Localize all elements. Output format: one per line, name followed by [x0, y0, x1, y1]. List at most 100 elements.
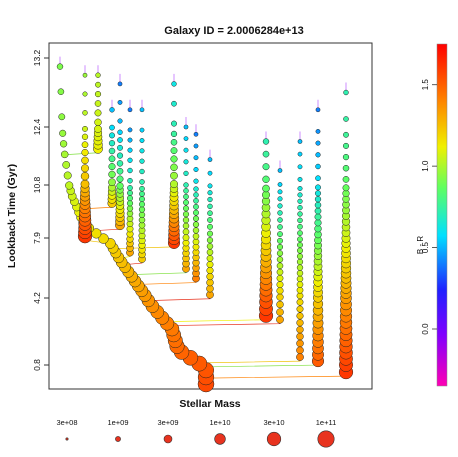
galaxy-point	[82, 125, 88, 132]
galaxy-point	[116, 167, 124, 175]
galaxy-point	[171, 120, 177, 127]
galaxy-point	[171, 100, 177, 107]
galaxy-point	[276, 262, 284, 270]
galaxy-point	[277, 231, 283, 238]
galaxy-point	[296, 326, 304, 334]
galaxy-point	[117, 118, 123, 124]
galaxy-point	[206, 272, 214, 281]
galaxy-point	[192, 221, 200, 228]
galaxy-point	[193, 197, 199, 204]
galaxy-point	[127, 185, 133, 191]
galaxy-point	[98, 233, 109, 244]
galaxy-point	[139, 168, 145, 175]
size-legend-label: 1e+11	[316, 418, 337, 427]
galaxy-point	[139, 127, 145, 133]
size-legend-label: 3e+10	[263, 418, 284, 427]
galaxy-point	[127, 157, 133, 163]
galaxy-point	[315, 140, 321, 146]
galaxy-point	[262, 150, 270, 158]
galaxy-point	[315, 184, 321, 191]
galaxy-point	[80, 172, 90, 181]
galaxy-point	[63, 171, 72, 180]
galaxy-point	[315, 128, 321, 134]
galaxy-point	[193, 209, 199, 216]
galaxy-point	[296, 253, 304, 260]
galaxy-point	[139, 185, 145, 192]
galaxy-point	[82, 110, 88, 116]
galaxy-point	[193, 155, 199, 161]
galaxy-point	[117, 129, 123, 136]
galaxy-point	[343, 131, 349, 138]
galaxy-point	[314, 201, 322, 209]
y-tick-label: 7.9	[32, 232, 42, 244]
galaxy-point	[262, 175, 270, 183]
colorbar-ticks: 0.0 0.5 1.0 1.5	[421, 79, 437, 335]
galaxy-point	[127, 107, 133, 113]
galaxy-point	[127, 147, 133, 153]
galaxy-point	[297, 198, 303, 204]
y-axis-label: Lookback Time (Gyr)	[6, 164, 18, 268]
galaxy-point	[262, 184, 270, 193]
galaxy-point	[139, 179, 145, 185]
galaxy-point	[170, 171, 178, 180]
galaxy-point	[182, 228, 190, 236]
galaxy-point	[108, 140, 116, 147]
galaxy-point	[207, 223, 213, 230]
galaxy-point	[276, 300, 284, 309]
galaxy-point	[297, 236, 303, 243]
galaxy-point	[65, 181, 74, 190]
galaxy-point	[108, 155, 116, 163]
galaxy-point	[297, 139, 303, 144]
galaxy-point	[138, 201, 146, 208]
colorbar-tick-label: 1.0	[421, 160, 430, 172]
size-legend-label: 3e+09	[157, 418, 178, 427]
galaxy-point	[206, 261, 214, 268]
galaxy-point	[297, 211, 303, 217]
galaxy-point	[108, 147, 116, 155]
y-tick-label: 13.2	[32, 49, 42, 66]
galaxy-point	[193, 203, 199, 210]
galaxy-point	[296, 332, 304, 341]
galaxy-point	[183, 182, 189, 188]
galaxy-point	[127, 137, 133, 143]
y-tick-label: 0.8	[32, 359, 42, 371]
galaxy-point	[297, 217, 303, 224]
galaxy-point	[81, 148, 89, 157]
galaxy-point	[116, 152, 124, 159]
galaxy-point	[314, 196, 322, 203]
galaxy-point	[207, 170, 213, 176]
galaxy-point	[342, 164, 350, 172]
galaxy-point	[108, 163, 116, 171]
galaxy-point	[207, 210, 213, 216]
galaxy-point	[297, 151, 303, 157]
galaxy-point	[297, 176, 303, 182]
galaxy-point	[193, 186, 199, 192]
galaxy-point	[277, 217, 283, 223]
galaxy-point	[296, 298, 304, 306]
galaxy-point	[296, 312, 304, 320]
galaxy-point	[81, 141, 89, 149]
galaxy-point	[207, 190, 213, 196]
galaxy-point	[207, 217, 213, 223]
galaxy-point	[296, 319, 304, 327]
galaxy-point	[206, 249, 214, 256]
galaxy-point	[314, 190, 322, 197]
galaxy-point	[276, 308, 284, 316]
galaxy-point	[139, 107, 145, 113]
galaxy-point	[127, 127, 133, 133]
galaxy-point	[94, 100, 102, 107]
x-axis-label: Stellar Mass	[179, 398, 240, 410]
galaxy-point	[183, 188, 189, 194]
galaxy-point	[342, 184, 350, 192]
galaxy-point	[170, 163, 178, 172]
galaxy-point	[296, 339, 304, 348]
galaxy-point	[277, 196, 283, 202]
galaxy-point	[277, 182, 283, 187]
galaxy-point	[192, 215, 200, 222]
galaxy-point	[94, 91, 102, 98]
galaxy-point	[127, 177, 133, 184]
galaxy-point	[206, 230, 214, 237]
galaxy-point	[277, 237, 283, 244]
galaxy-point	[183, 124, 189, 130]
galaxy-point	[127, 167, 133, 174]
